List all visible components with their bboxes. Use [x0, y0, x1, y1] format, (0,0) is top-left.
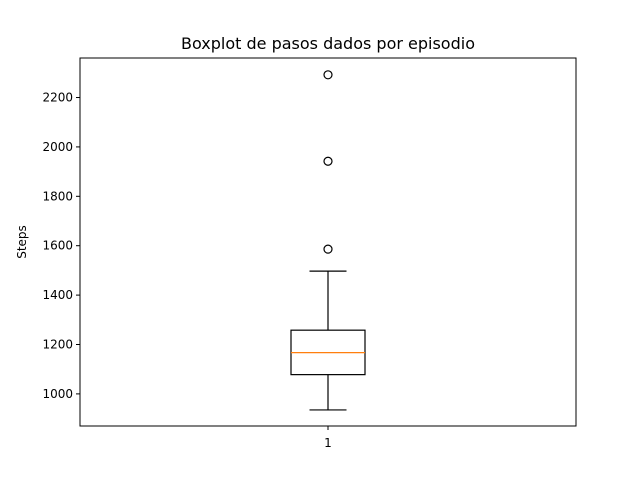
y-tick-label-2200: 2200 — [42, 91, 73, 105]
outlier-point-2 — [323, 156, 333, 166]
outlier-point-3 — [323, 70, 333, 80]
plot-area: 1000 1200 1400 1600 1800 2000 2200 1 — [42, 70, 366, 450]
chart-title: Boxplot de pasos dados por episodio — [181, 34, 475, 53]
y-tick-label-1600: 1600 — [42, 239, 73, 253]
x-tick-label-1: 1 — [324, 436, 332, 450]
y-tick-label-2000: 2000 — [42, 140, 73, 154]
y-tick-label-1400: 1400 — [42, 288, 73, 302]
outlier-point-1 — [323, 244, 333, 254]
y-tick-label-1800: 1800 — [42, 189, 73, 203]
y-tick-label-1000: 1000 — [42, 387, 73, 401]
y-tick-label-1200: 1200 — [42, 337, 73, 351]
plot-frame — [79, 57, 577, 427]
y-axis-label: Steps — [15, 225, 29, 259]
